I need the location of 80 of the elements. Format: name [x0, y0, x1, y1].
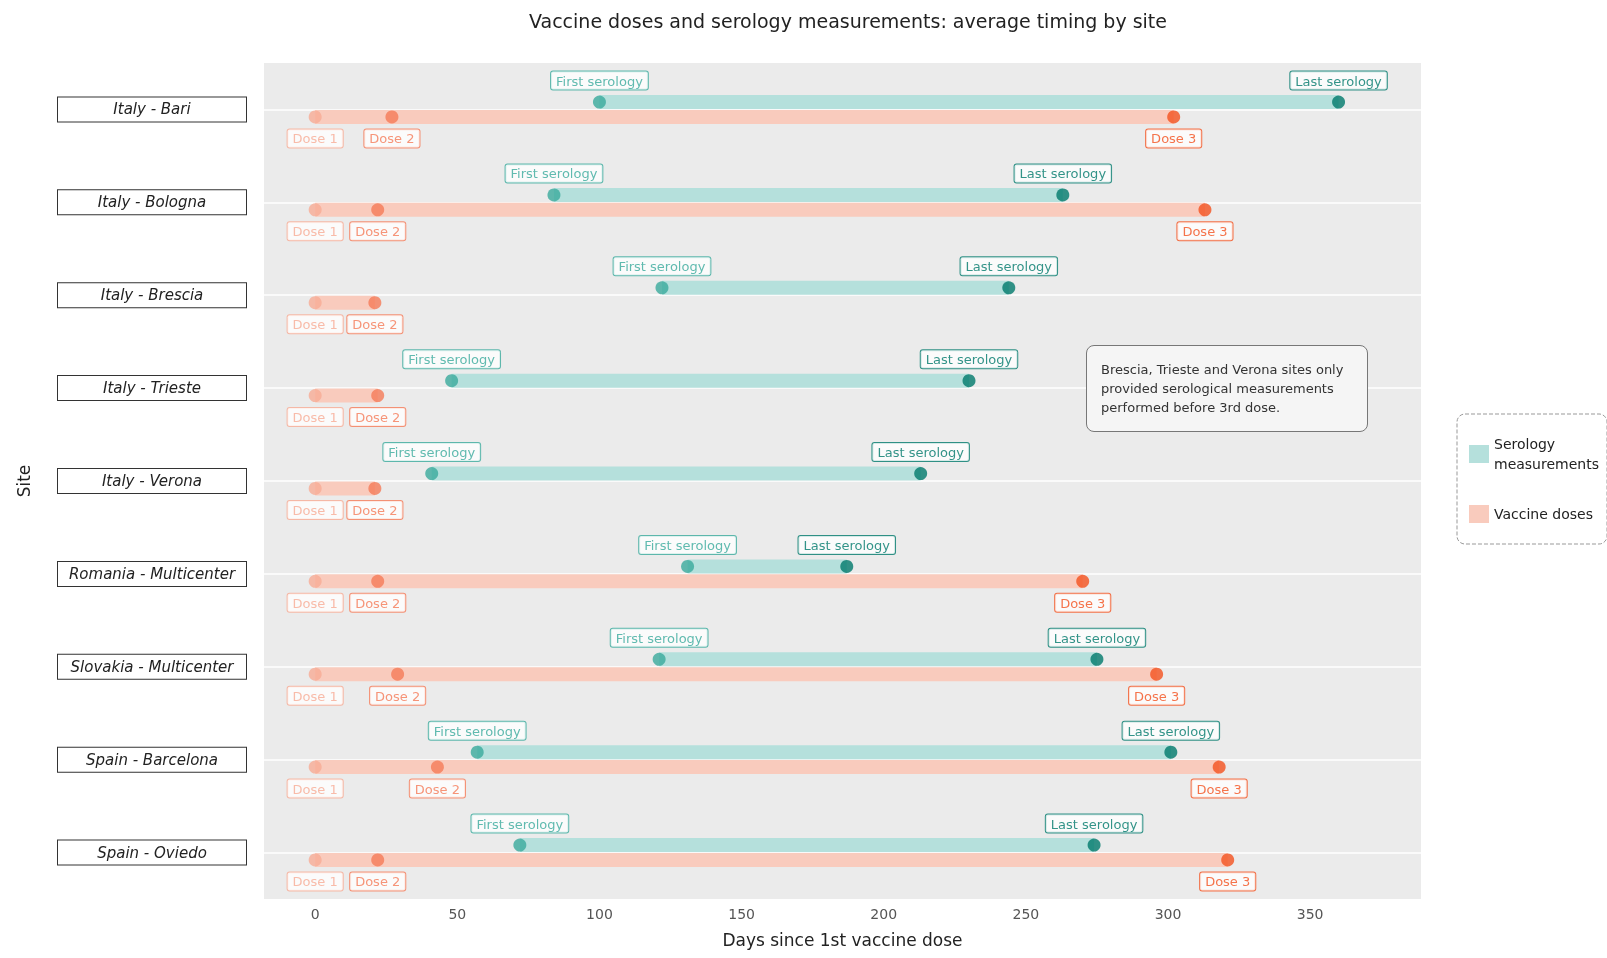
data-label: Last serology: [877, 445, 965, 461]
data-label: Last serology: [965, 259, 1053, 275]
bar: [315, 202, 1205, 217]
data-label: Dose 1: [292, 688, 338, 704]
bar: [519, 838, 1095, 853]
data-label: Dose 3: [1182, 224, 1228, 240]
data-label: Last serology: [1127, 723, 1215, 739]
data-label: Last serology: [1050, 816, 1138, 832]
data-label: First serology: [476, 816, 564, 832]
data-label: First serology: [433, 723, 521, 739]
data-label: Dose 3: [1151, 131, 1197, 147]
data-label: Dose 2: [352, 317, 398, 333]
y-tick-label: Romania - Multicenter: [68, 564, 236, 583]
y-tick-label: Spain - Oviedo: [97, 843, 207, 862]
data-label: Dose 2: [355, 595, 401, 611]
bar: [451, 373, 969, 388]
bar: [315, 760, 1220, 775]
data-label: Dose 2: [369, 131, 415, 147]
data-label: Dose 2: [355, 874, 401, 890]
bar: [315, 667, 1157, 682]
y-tick-label: Italy - Verona: [101, 472, 203, 490]
data-label: First serology: [618, 259, 706, 275]
data-label: First serology: [510, 166, 598, 182]
y-tick-label: Spain - Barcelona: [85, 750, 219, 769]
bar: [553, 187, 1063, 202]
data-label: Last serology: [1295, 73, 1383, 89]
x-tick-label: 150: [728, 906, 755, 922]
bar: [599, 95, 1339, 110]
y-tick-label: Italy - Trieste: [103, 379, 201, 398]
data-label: Dose 2: [355, 224, 401, 240]
data-label: Last serology: [925, 352, 1013, 368]
bar: [477, 745, 1171, 760]
data-label: Dose 1: [292, 224, 338, 240]
bar: [315, 574, 1083, 589]
x-tick-label: 300: [1154, 906, 1182, 922]
x-tick-label: 0: [310, 906, 320, 922]
data-label: Dose 1: [292, 874, 338, 890]
y-tick-label: Italy - Bologna: [97, 193, 207, 212]
data-label: Dose 3: [1134, 688, 1180, 704]
data-label: Last serology: [1053, 630, 1141, 646]
y-tick-label: Italy - Bari: [113, 100, 192, 119]
legend-label: Vaccine doses: [1494, 506, 1593, 522]
bar: [315, 109, 1174, 124]
x-tick-label: 50: [448, 906, 467, 922]
chart-title: Vaccine doses and serology measurements: average timing by site: [529, 9, 1167, 32]
y-tick-label: Slovakia - Multicenter: [70, 657, 235, 676]
data-label: First serology: [644, 537, 732, 553]
data-label: Dose 1: [292, 131, 338, 147]
y-axis-title: Site: [13, 464, 34, 498]
bar: [687, 559, 847, 574]
data-label: Dose 2: [375, 688, 421, 704]
data-label: Dose 1: [292, 781, 338, 797]
x-tick-label: 200: [870, 906, 898, 922]
data-label: First serology: [408, 352, 496, 368]
data-label: Dose 1: [292, 595, 338, 611]
note-box: Brescia, Trieste and Verona sites only provided serological measurements performed before 3rd dose.: [1086, 345, 1368, 432]
data-label: Last serology: [1019, 166, 1107, 182]
data-label: Dose 2: [414, 781, 460, 797]
data-label: Dose 2: [355, 410, 401, 426]
data-label: Dose 3: [1196, 781, 1242, 797]
data-label: Dose 1: [292, 502, 338, 518]
x-tick-label: 350: [1296, 906, 1324, 922]
bar: [315, 852, 1228, 867]
bar: [431, 466, 921, 481]
data-label: Dose 3: [1205, 874, 1251, 890]
data-label: Dose 1: [292, 317, 338, 333]
legend-label: Serology measurements: [1494, 436, 1599, 472]
data-label: First serology: [615, 630, 703, 646]
y-tick-label: Italy - Brescia: [100, 286, 204, 305]
data-label: Dose 2: [352, 502, 398, 518]
x-axis-title: Days since 1st vaccine dose: [722, 929, 963, 950]
bar: [661, 280, 1009, 295]
bar: [659, 652, 1097, 667]
data-label: Dose 1: [292, 410, 338, 426]
data-label: Last serology: [803, 537, 891, 553]
x-tick-label: 100: [586, 906, 613, 922]
x-tick-label: 250: [1012, 906, 1040, 922]
data-label: Dose 3: [1060, 595, 1106, 611]
data-label: First serology: [556, 73, 644, 89]
data-label: First serology: [388, 445, 476, 461]
